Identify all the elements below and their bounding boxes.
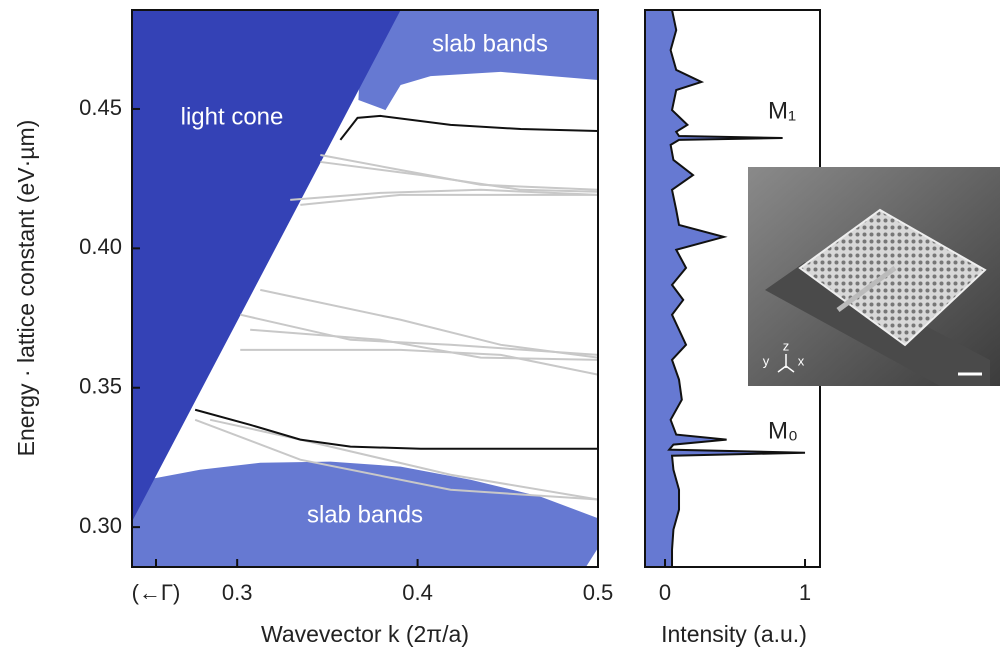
inset-waveguide [836, 265, 897, 313]
band-line [339, 114, 598, 141]
band-line [194, 408, 598, 450]
annotation: slab bands [307, 501, 423, 528]
inset-axis-label: y [763, 353, 770, 368]
x-tick-label: 0 [659, 580, 671, 605]
inset-axis-label: x [798, 353, 805, 368]
x-axis-label: Wavevector k (2π/a) [261, 621, 469, 647]
annotation: M₁ [768, 97, 796, 124]
band-plot [132, 10, 598, 567]
band-line [320, 153, 598, 191]
band-line [209, 418, 598, 501]
x-tick-label: 0.3 [222, 580, 253, 605]
annotation: M₀ [768, 417, 798, 444]
band-line [240, 348, 598, 376]
plot-frame [131, 9, 599, 568]
x-tick-label: 0.5 [583, 580, 614, 605]
band-line [194, 418, 598, 501]
band-line [320, 160, 598, 193]
band-region [132, 461, 598, 567]
x-tick-label: (←Γ) [132, 580, 181, 605]
band-line [300, 193, 598, 206]
band-line [250, 328, 598, 361]
band-line [290, 188, 598, 201]
annotation: light cone [181, 103, 284, 130]
band-region [358, 10, 598, 111]
y-tick-label: 0.45 [79, 95, 122, 120]
annotation: slab bands [432, 30, 548, 57]
band-line [240, 313, 598, 356]
inset-membrane [798, 208, 987, 347]
y-axis-label: Energy · lattice constant (eV·µm) [13, 120, 39, 457]
inset-axis-arrows [777, 354, 795, 373]
x-tick-label: 1 [799, 580, 811, 605]
x-axis-label: Intensity (a.u.) [661, 621, 807, 647]
x-tick-label: 0.4 [402, 580, 433, 605]
inset-axis-label: z [783, 338, 790, 353]
y-tick-label: 0.30 [79, 513, 122, 538]
y-tick-label: 0.35 [79, 374, 122, 399]
sem-inset: z y x [748, 167, 1000, 386]
band-region [132, 10, 401, 522]
spectrum-area [645, 10, 806, 567]
y-tick-label: 0.40 [79, 234, 122, 259]
spectrum-line [667, 10, 806, 567]
spectrum-plot [645, 10, 806, 567]
